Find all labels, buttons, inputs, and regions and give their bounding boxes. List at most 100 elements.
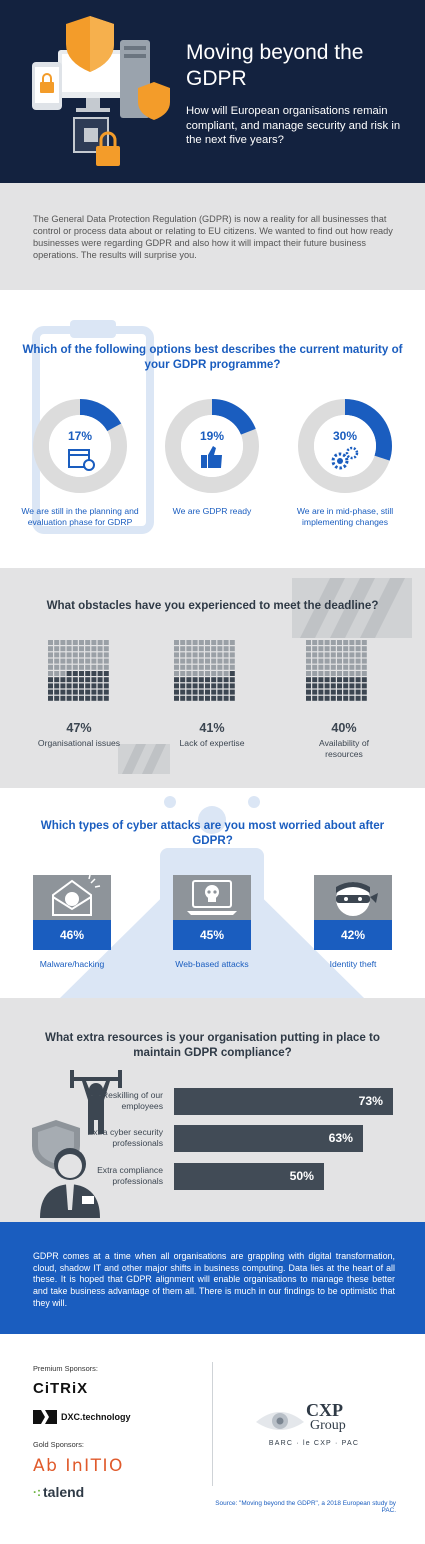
waffle-cell-filled bbox=[91, 695, 97, 701]
donut-hole bbox=[314, 415, 376, 477]
attack-label-identity: Identity theft bbox=[329, 959, 377, 969]
waffle-cell-filled bbox=[205, 689, 210, 695]
waffle-cell-empty bbox=[91, 652, 97, 658]
attack-value-web: 45% bbox=[173, 920, 251, 950]
waffle-cell-filled bbox=[355, 683, 361, 689]
waffle-cell-empty bbox=[192, 658, 198, 664]
waffle-cell-empty bbox=[361, 658, 367, 664]
skull-laptop-icon bbox=[187, 880, 237, 915]
resource-label-3: Extra compliance professionals bbox=[97, 1165, 163, 1186]
waffle-cell-empty bbox=[180, 664, 186, 670]
donut-value-3: 30% bbox=[333, 429, 357, 443]
waffle-cell-filled bbox=[192, 695, 198, 701]
waffle-cell-empty bbox=[79, 640, 84, 645]
waffle-cell-filled bbox=[48, 677, 53, 683]
waffle-cell-empty bbox=[343, 671, 349, 676]
donut-segment-3 bbox=[298, 399, 392, 493]
waffle-cell-empty bbox=[72, 664, 78, 670]
waffle-cell-filled bbox=[229, 677, 235, 683]
waffle-cell-empty bbox=[306, 640, 311, 645]
cxp-tagline: BARC · le CXP · PAC bbox=[268, 1440, 360, 1447]
waffle-cell-filled bbox=[79, 677, 84, 683]
waffle-cell-empty bbox=[192, 646, 198, 652]
waffle-cell-empty bbox=[54, 640, 60, 645]
waffle-cell-filled bbox=[229, 695, 235, 701]
waffle-cell-filled bbox=[91, 671, 97, 676]
resources-section: What extra resources is your organisatio… bbox=[0, 998, 425, 1222]
waffle-cell-filled bbox=[306, 677, 311, 683]
waffle-cell-filled bbox=[343, 689, 349, 695]
waffle-cell-filled bbox=[229, 689, 235, 695]
obstacle-waffle-1 bbox=[48, 640, 109, 701]
donut-segment-2 bbox=[165, 399, 259, 493]
waffle-cell-filled bbox=[312, 683, 318, 689]
waffle-cell-empty bbox=[205, 652, 210, 658]
conclusion-text: GDPR comes at a time when all organisati… bbox=[33, 1251, 395, 1308]
donut-hole bbox=[181, 415, 243, 477]
obstacle-waffle-3 bbox=[306, 640, 367, 701]
waffle-cell-empty bbox=[318, 664, 324, 670]
cxp-logo-group: Group bbox=[310, 1418, 346, 1433]
waffle-cell-empty bbox=[85, 646, 91, 652]
waffle-cell-filled bbox=[103, 671, 109, 676]
attack-card-web: 45% bbox=[173, 875, 251, 950]
waffle-cell-filled bbox=[72, 683, 78, 689]
waffle-cell-empty bbox=[72, 658, 78, 664]
talend-dots-icon: ·: bbox=[33, 1485, 41, 1499]
waffle-cell-empty bbox=[192, 671, 198, 676]
waffle-cell-filled bbox=[66, 683, 72, 689]
masked-thief-icon bbox=[336, 882, 378, 916]
dxc-logo-text: DXC.technology bbox=[61, 1412, 131, 1422]
waffle-cell-filled bbox=[330, 695, 336, 701]
waffle-cell-filled bbox=[312, 689, 318, 695]
waffle-cell-empty bbox=[223, 671, 229, 676]
header-banner: Moving beyond the GDPR How will European… bbox=[0, 0, 425, 183]
waffle-cell-empty bbox=[205, 658, 210, 664]
waffle-cell-filled bbox=[180, 695, 186, 701]
waffle-cell-filled bbox=[361, 677, 367, 683]
waffle-cell-empty bbox=[180, 646, 186, 652]
resource-bar-2: 63% bbox=[174, 1125, 363, 1152]
waffle-cell-filled bbox=[72, 671, 78, 676]
waffle-cell-empty bbox=[343, 652, 349, 658]
waffle-cell-empty bbox=[180, 658, 186, 664]
waffle-cell-empty bbox=[72, 640, 78, 645]
waffle-cell-filled bbox=[211, 683, 217, 689]
donut-2: 19% bbox=[165, 399, 259, 493]
waffle-cell-filled bbox=[312, 677, 318, 683]
waffle-cell-empty bbox=[349, 664, 355, 670]
waffle-cell-filled bbox=[337, 695, 342, 701]
waffle-cell-filled bbox=[205, 695, 210, 701]
waffle-cell-empty bbox=[349, 646, 355, 652]
dxc-logo: DXC.technology bbox=[33, 1410, 131, 1424]
waffle-cell-filled bbox=[324, 683, 330, 689]
waffle-cell-filled bbox=[85, 689, 91, 695]
waffle-cell-filled bbox=[198, 695, 204, 701]
waffle-cell-filled bbox=[337, 683, 342, 689]
gold-sponsors-heading: Gold Sponsors: bbox=[33, 1440, 84, 1449]
waffle-cell-empty bbox=[217, 646, 223, 652]
waffle-cell-empty bbox=[174, 640, 179, 645]
infected-envelope-icon bbox=[52, 874, 101, 916]
waffle-cell-empty bbox=[217, 658, 223, 664]
waffle-cell-empty bbox=[192, 652, 198, 658]
waffle-cell-empty bbox=[60, 652, 66, 658]
donut-value-1: 17% bbox=[68, 429, 92, 443]
waffle-cell-empty bbox=[79, 658, 84, 664]
waffle-cell-filled bbox=[180, 677, 186, 683]
waffle-cell-empty bbox=[312, 671, 318, 676]
waffle-cell-filled bbox=[48, 689, 53, 695]
waffle-cell-empty bbox=[103, 658, 109, 664]
donut-segment-1 bbox=[33, 399, 127, 493]
waffle-cell-empty bbox=[337, 640, 342, 645]
cxp-logo-name: CXP bbox=[306, 1400, 343, 1420]
waffle-cell-empty bbox=[97, 640, 103, 645]
waffle-cell-filled bbox=[349, 677, 355, 683]
waffle-cell-filled bbox=[97, 683, 103, 689]
waffle-cell-empty bbox=[85, 640, 91, 645]
dxc-mark-icon bbox=[33, 1410, 57, 1424]
donut-value-2: 19% bbox=[200, 429, 224, 443]
waffle-cell-empty bbox=[186, 646, 192, 652]
waffle-cell-empty bbox=[312, 658, 318, 664]
waffle-cell-empty bbox=[48, 646, 53, 652]
